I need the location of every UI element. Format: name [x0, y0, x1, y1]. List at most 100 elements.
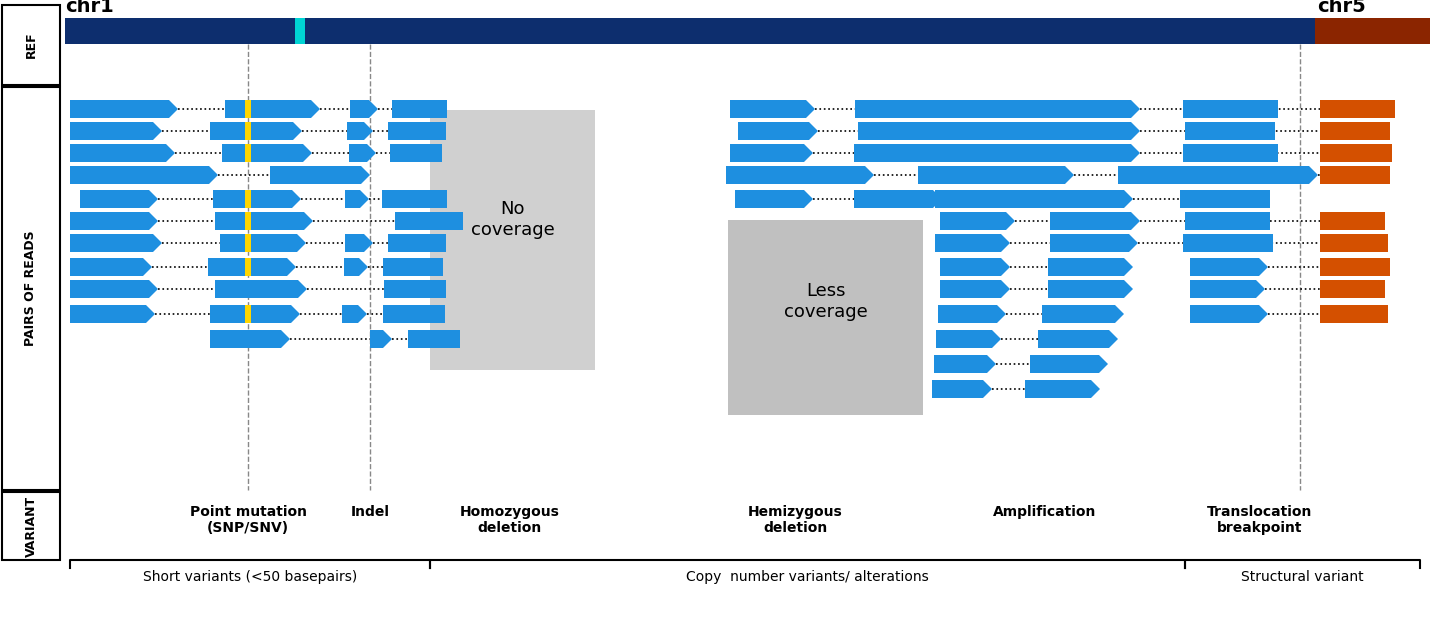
Polygon shape [936, 330, 1001, 348]
Polygon shape [1189, 280, 1264, 298]
Text: Amplification: Amplification [994, 505, 1097, 519]
Polygon shape [348, 144, 376, 162]
Bar [387, 122, 446, 140]
Polygon shape [210, 122, 302, 140]
Text: chr5: chr5 [1318, 0, 1365, 16]
Polygon shape [71, 305, 156, 323]
Bar [1320, 234, 1388, 252]
Bar [1, 87, 60, 490]
Text: Indel: Indel [350, 505, 389, 519]
Polygon shape [1053, 122, 1140, 140]
Polygon shape [1188, 166, 1318, 184]
Bar [408, 330, 459, 348]
Bar [1185, 122, 1274, 140]
Polygon shape [1025, 380, 1100, 398]
Polygon shape [726, 166, 874, 184]
Text: Copy  number variants/ alterations: Copy number variants/ alterations [685, 570, 929, 584]
Polygon shape [271, 166, 370, 184]
Text: Structural variant: Structural variant [1241, 570, 1364, 584]
Polygon shape [1189, 212, 1270, 230]
Polygon shape [1189, 100, 1270, 118]
Bar [991, 144, 1090, 162]
Polygon shape [215, 212, 312, 230]
Polygon shape [1048, 258, 1133, 276]
Polygon shape [926, 166, 1074, 184]
Polygon shape [71, 144, 176, 162]
Bar [991, 100, 1090, 118]
Polygon shape [344, 258, 369, 276]
Bar [1315, 18, 1430, 44]
Text: No
coverage: No coverage [471, 200, 554, 239]
Polygon shape [1189, 258, 1269, 276]
Polygon shape [739, 122, 818, 140]
Polygon shape [930, 144, 1009, 162]
Polygon shape [937, 122, 1012, 140]
Text: Translocation
breakpoint: Translocation breakpoint [1207, 505, 1313, 535]
Polygon shape [71, 258, 153, 276]
Polygon shape [1050, 144, 1140, 162]
Bar [431, 110, 595, 370]
Polygon shape [1192, 122, 1267, 140]
Polygon shape [71, 212, 158, 230]
Polygon shape [350, 100, 377, 118]
Polygon shape [225, 100, 320, 118]
Bar [1184, 234, 1273, 252]
Bar [994, 122, 1089, 140]
Bar [1184, 144, 1279, 162]
Bar [384, 280, 446, 298]
Bar [729, 220, 923, 415]
Text: PAIRS OF READS: PAIRS OF READS [24, 231, 37, 346]
Polygon shape [935, 234, 1009, 252]
Polygon shape [854, 190, 942, 208]
Polygon shape [940, 212, 1015, 230]
Bar [991, 190, 1084, 208]
Bar [395, 212, 464, 230]
Polygon shape [1192, 234, 1267, 252]
Polygon shape [1189, 305, 1269, 323]
Polygon shape [346, 190, 369, 208]
Bar [1320, 144, 1392, 162]
Text: Less
coverage: Less coverage [783, 283, 867, 321]
Polygon shape [71, 122, 161, 140]
Polygon shape [919, 166, 1012, 184]
Polygon shape [81, 190, 158, 208]
Text: REF: REF [24, 32, 37, 58]
Polygon shape [858, 122, 948, 140]
Polygon shape [210, 305, 300, 323]
Polygon shape [346, 234, 373, 252]
Polygon shape [71, 100, 179, 118]
Polygon shape [220, 234, 305, 252]
Bar [1, 492, 60, 560]
Bar [390, 144, 442, 162]
Polygon shape [71, 166, 217, 184]
Polygon shape [1050, 212, 1140, 230]
Polygon shape [1048, 280, 1133, 298]
Text: chr1: chr1 [65, 0, 114, 16]
Bar [245, 234, 251, 252]
Polygon shape [210, 330, 289, 348]
Bar [245, 305, 251, 323]
Polygon shape [1048, 190, 1133, 208]
Bar [245, 258, 251, 276]
Polygon shape [854, 144, 946, 162]
Bar [1179, 190, 1270, 208]
Polygon shape [734, 190, 814, 208]
Text: Hemizygous
deletion: Hemizygous deletion [747, 505, 842, 535]
Bar [1320, 212, 1385, 230]
Text: Homozygous
deletion: Homozygous deletion [459, 505, 560, 535]
Bar [245, 212, 251, 230]
Polygon shape [1038, 330, 1117, 348]
Polygon shape [215, 280, 307, 298]
Bar [1320, 100, 1395, 118]
Polygon shape [71, 280, 158, 298]
Bar [1320, 166, 1390, 184]
Bar [295, 18, 305, 44]
Bar [1320, 122, 1390, 140]
Polygon shape [370, 330, 392, 348]
Bar [383, 305, 445, 323]
Polygon shape [222, 144, 312, 162]
Bar [383, 258, 444, 276]
Bar [1, 5, 60, 85]
Polygon shape [935, 355, 996, 373]
Bar [382, 190, 446, 208]
